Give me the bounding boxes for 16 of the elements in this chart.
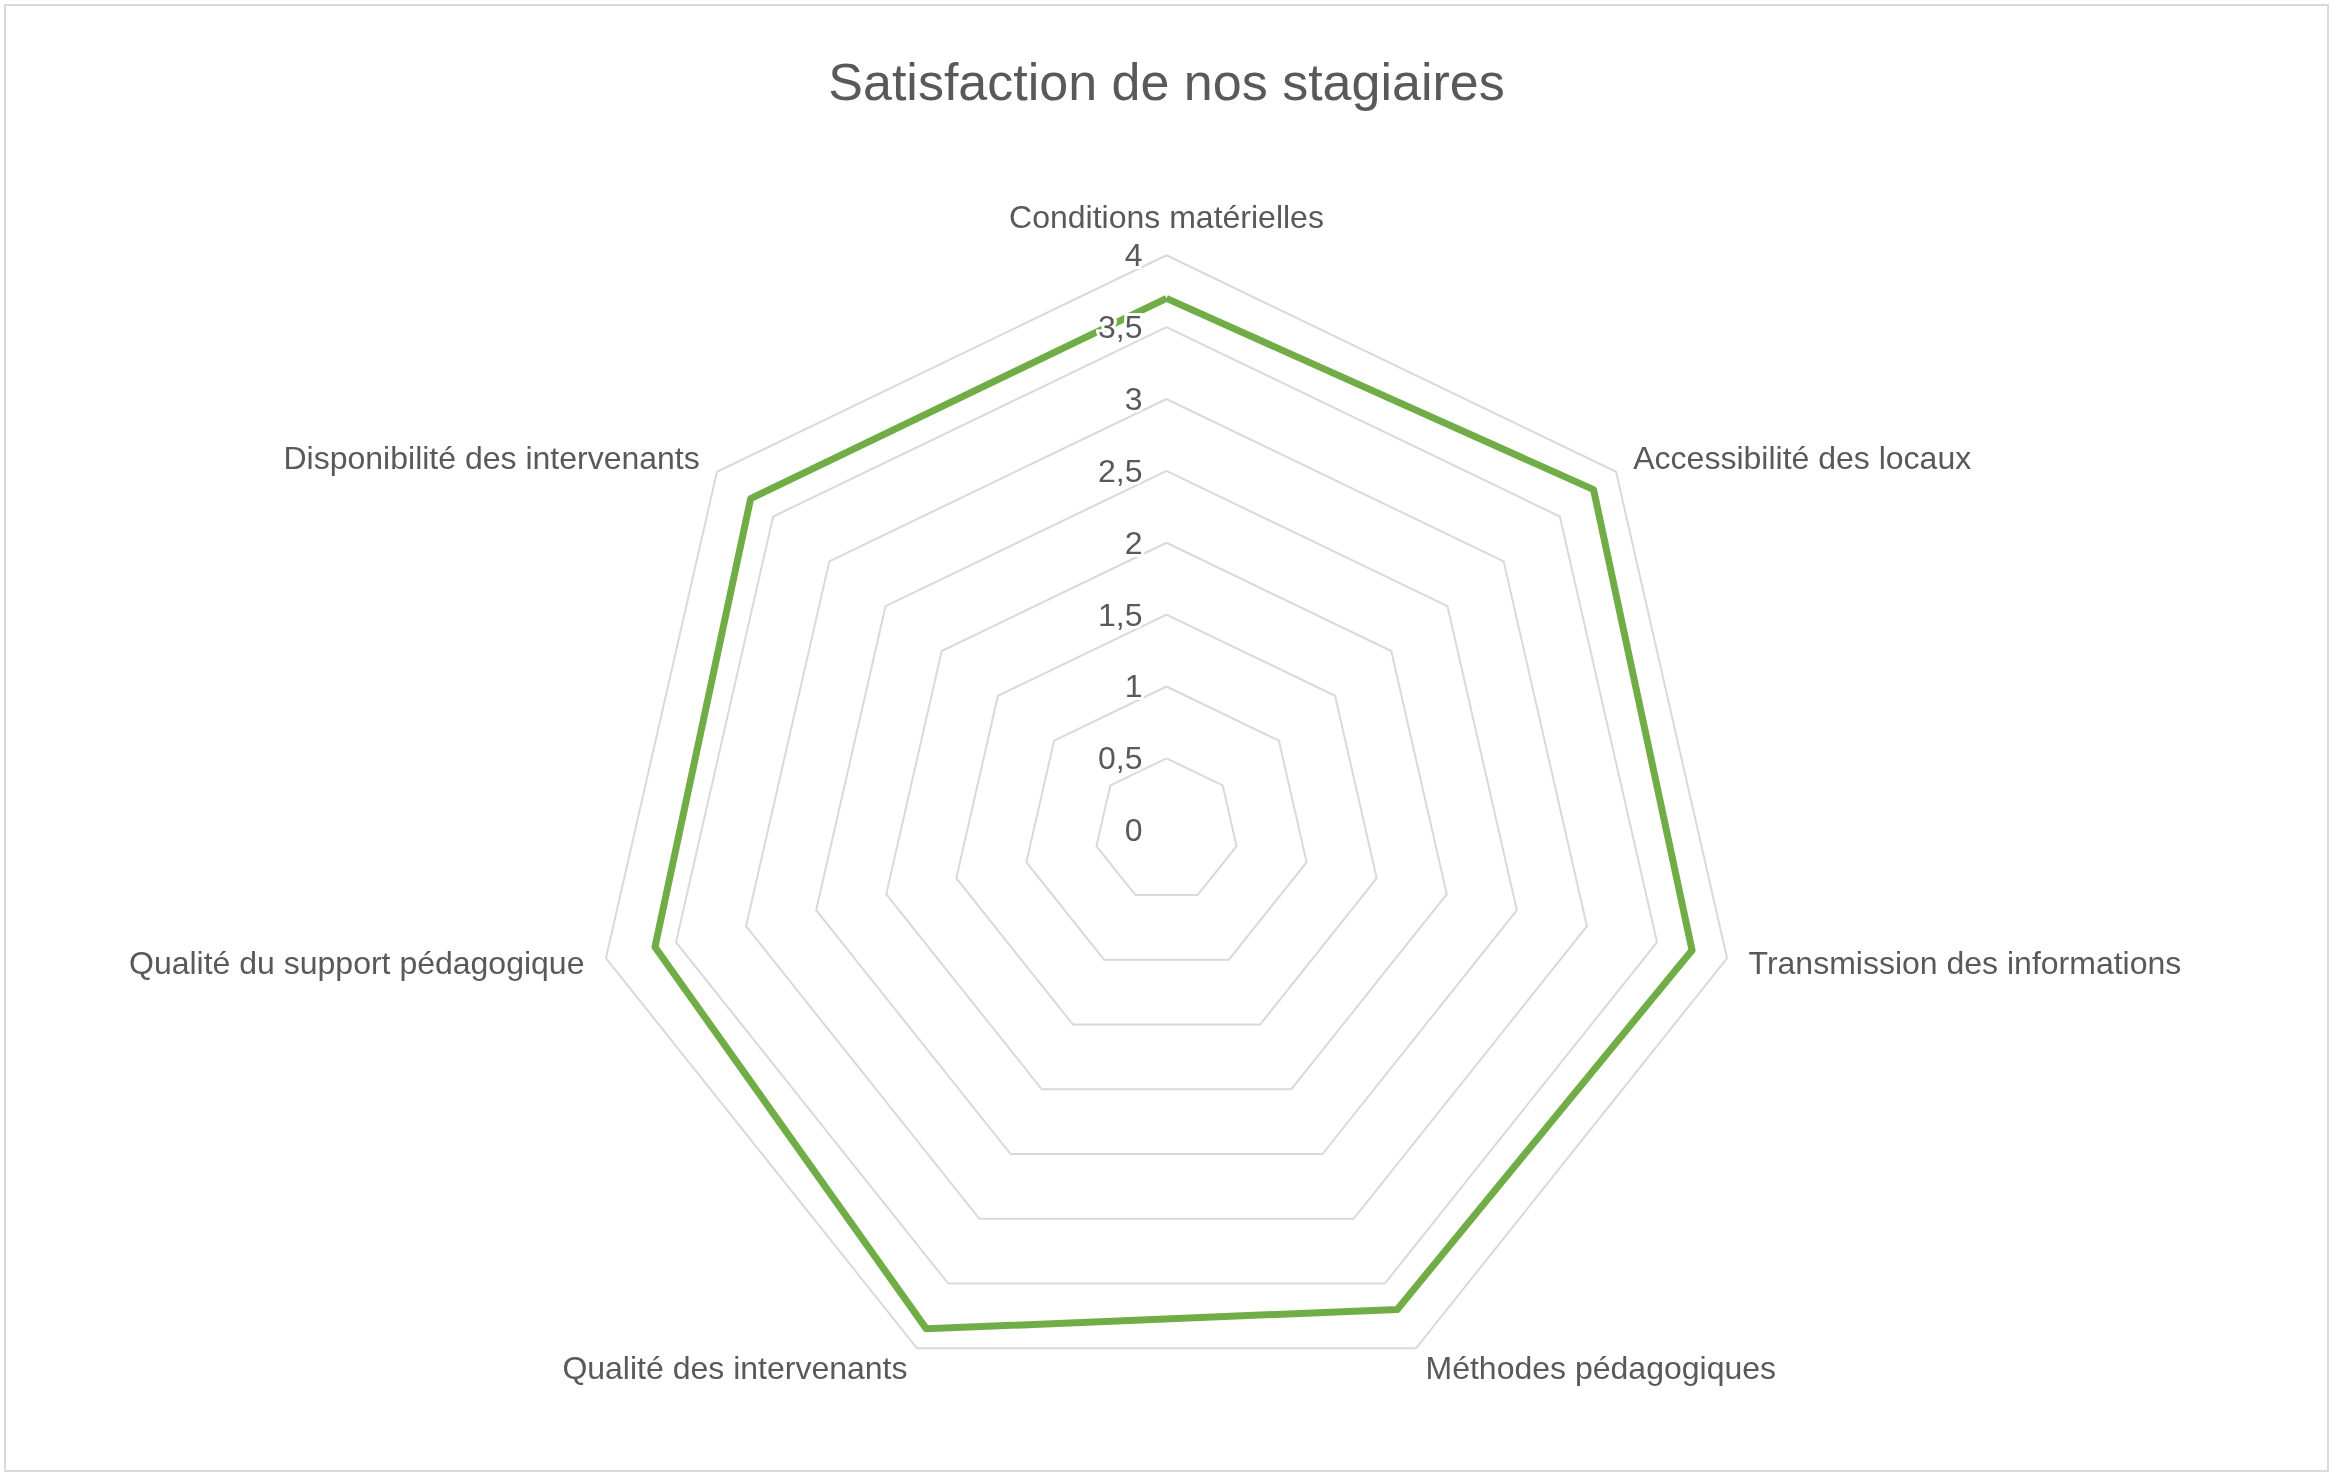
- y-tick-label: 3: [1124, 380, 1143, 417]
- chart-title: Satisfaction de nos stagiaires: [828, 53, 1505, 111]
- spoke-label: Conditions matérielles: [1009, 199, 1324, 236]
- spoke-label: Qualité du support pédagogique: [129, 945, 585, 982]
- spoke-label: Transmission des informations: [1748, 945, 2182, 982]
- spoke-label: Méthodes pédagogiques: [1425, 1350, 1777, 1387]
- spoke-label: Accessibilité des locaux: [1633, 440, 1972, 477]
- y-tick-label: 4: [1124, 237, 1143, 274]
- y-tick-label: 2: [1124, 524, 1143, 561]
- y-tick-label: 1: [1124, 668, 1143, 705]
- y-tick-label: 2,5: [1098, 452, 1143, 489]
- y-tick-label: 0,5: [1098, 740, 1143, 777]
- y-tick-label: 1,5: [1098, 596, 1143, 633]
- spoke-label: Qualité des intervenants: [562, 1350, 908, 1387]
- y-tick-label: 0: [1124, 812, 1143, 849]
- spoke-label: Disponibilité des intervenants: [283, 440, 700, 477]
